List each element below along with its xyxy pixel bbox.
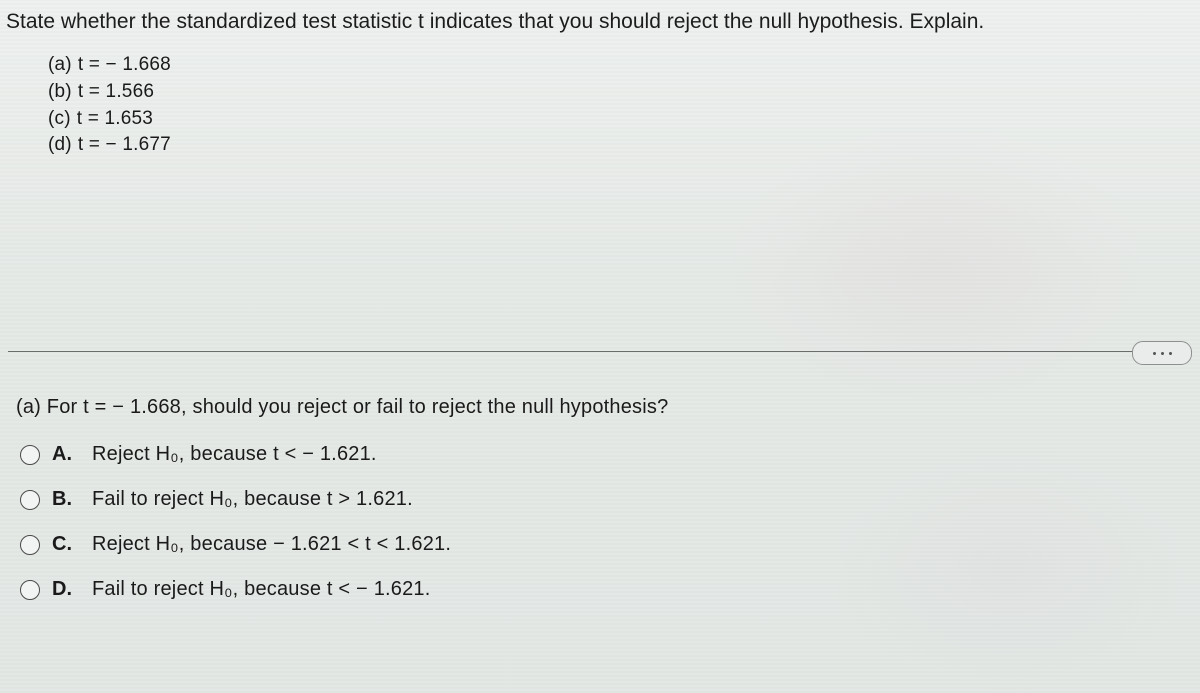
given-expr: t = − 1.668 bbox=[78, 52, 171, 79]
radio-icon[interactable] bbox=[20, 580, 40, 600]
subquestion-block: (a) For t = − 1.668, should you reject o… bbox=[16, 396, 1140, 623]
given-label: (c) bbox=[48, 106, 71, 133]
ellipsis-icon bbox=[1169, 352, 1172, 355]
option-c[interactable]: C. Reject H₀, because − 1.621 < t < 1.62… bbox=[20, 533, 1140, 556]
given-a: (a) t = − 1.668 bbox=[48, 52, 1200, 79]
given-d: (d) t = − 1.677 bbox=[48, 132, 1200, 159]
radio-icon[interactable] bbox=[20, 445, 40, 465]
divider-line bbox=[8, 351, 1192, 352]
section-divider bbox=[0, 351, 1200, 353]
given-label: (d) bbox=[48, 132, 72, 159]
given-values-list: (a) t = − 1.668 (b) t = 1.566 (c) t = 1.… bbox=[0, 42, 1200, 158]
option-letter: D. bbox=[52, 578, 80, 601]
given-label: (b) bbox=[48, 79, 72, 106]
given-expr: t = − 1.677 bbox=[78, 132, 171, 159]
option-text: Fail to reject H₀, because t > 1.621. bbox=[92, 488, 413, 511]
given-c: (c) t = 1.653 bbox=[48, 106, 1200, 133]
subquestion-prompt: (a) For t = − 1.668, should you reject o… bbox=[16, 396, 1140, 419]
given-expr: t = 1.566 bbox=[78, 79, 154, 106]
option-text: Fail to reject H₀, because t < − 1.621. bbox=[92, 578, 431, 601]
option-text: Reject H₀, because − 1.621 < t < 1.621. bbox=[92, 533, 451, 556]
given-expr: t = 1.653 bbox=[77, 106, 153, 133]
question-panel: State whether the standardized test stat… bbox=[0, 0, 1200, 693]
option-letter: B. bbox=[52, 488, 80, 511]
question-prompt: State whether the standardized test stat… bbox=[0, 0, 1200, 42]
ellipsis-icon bbox=[1161, 352, 1164, 355]
option-letter: A. bbox=[52, 443, 80, 466]
ellipsis-icon bbox=[1153, 352, 1156, 355]
more-button[interactable] bbox=[1132, 341, 1192, 365]
radio-icon[interactable] bbox=[20, 535, 40, 555]
option-d[interactable]: D. Fail to reject H₀, because t < − 1.62… bbox=[20, 578, 1140, 601]
given-b: (b) t = 1.566 bbox=[48, 79, 1200, 106]
given-label: (a) bbox=[48, 52, 72, 79]
option-a[interactable]: A. Reject H₀, because t < − 1.621. bbox=[20, 443, 1140, 466]
option-text: Reject H₀, because t < − 1.621. bbox=[92, 443, 377, 466]
radio-icon[interactable] bbox=[20, 490, 40, 510]
option-letter: C. bbox=[52, 533, 80, 556]
option-b[interactable]: B. Fail to reject H₀, because t > 1.621. bbox=[20, 488, 1140, 511]
